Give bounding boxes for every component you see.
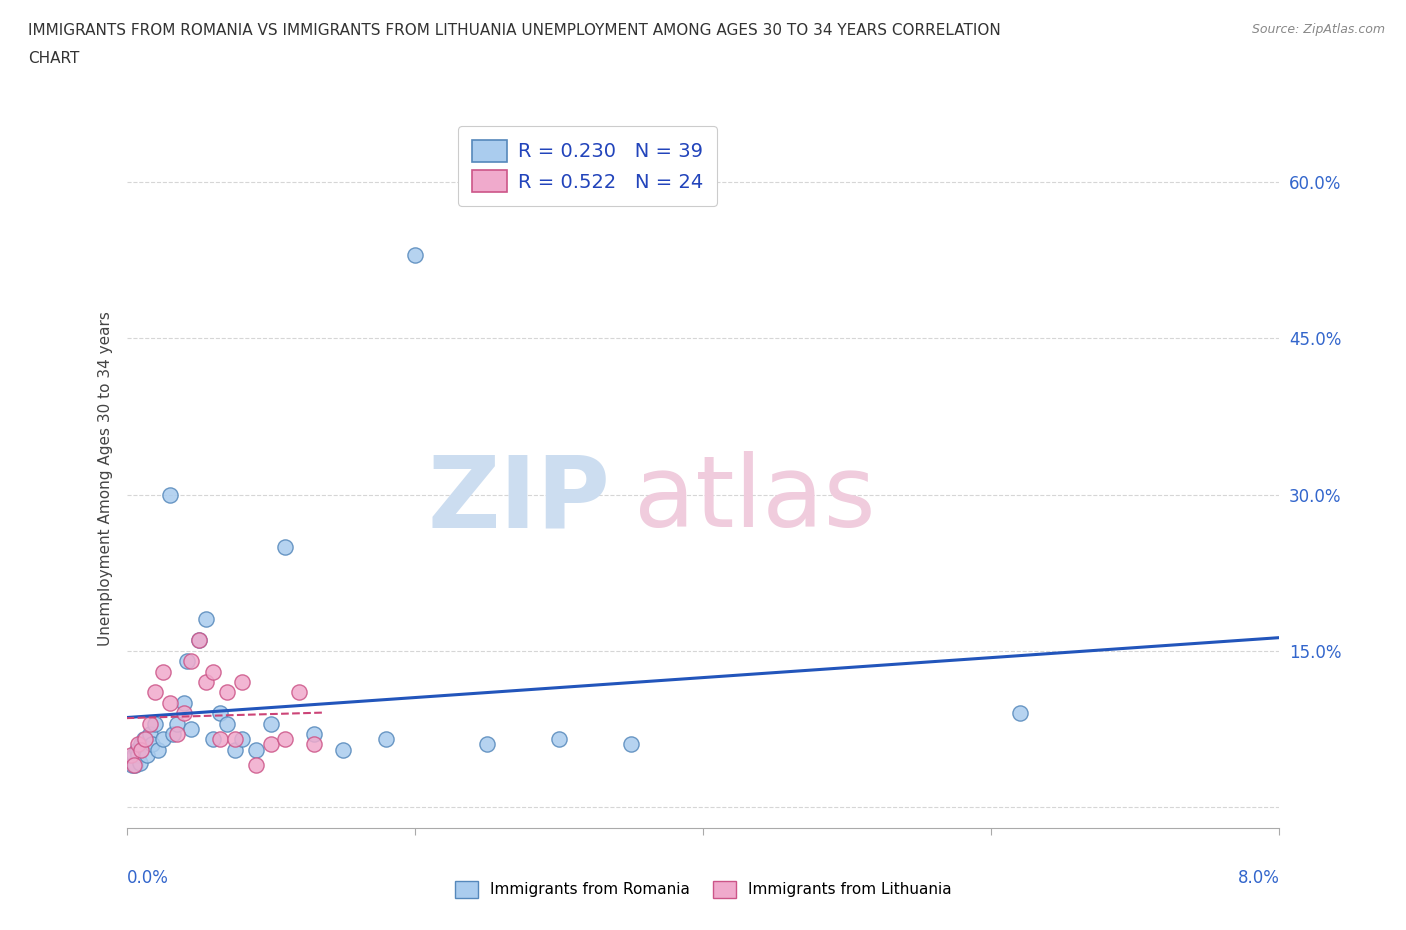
- Point: [231, 732, 253, 747]
- Text: 0.0%: 0.0%: [127, 870, 169, 887]
- Point: [173, 696, 195, 711]
- Point: [129, 737, 152, 751]
- Point: [176, 654, 198, 669]
- Point: [209, 732, 232, 747]
- Text: ZIP: ZIP: [427, 451, 610, 549]
- Text: atlas: atlas: [634, 451, 876, 549]
- Point: [180, 654, 202, 669]
- Point: [125, 742, 148, 757]
- Point: [187, 633, 209, 648]
- Point: [134, 732, 156, 747]
- Point: [231, 674, 253, 689]
- Point: [162, 726, 184, 741]
- Point: [152, 732, 174, 747]
- Point: [217, 684, 239, 699]
- Point: [159, 487, 181, 502]
- Point: [224, 742, 246, 757]
- Point: [374, 732, 398, 747]
- Text: Source: ZipAtlas.com: Source: ZipAtlas.com: [1251, 23, 1385, 36]
- Point: [332, 742, 354, 757]
- Point: [404, 247, 426, 262]
- Text: 8.0%: 8.0%: [1237, 870, 1279, 887]
- Point: [127, 737, 149, 751]
- Point: [138, 716, 160, 731]
- Point: [129, 742, 152, 757]
- Point: [259, 737, 281, 751]
- Point: [135, 748, 157, 763]
- Point: [245, 758, 267, 773]
- Point: [187, 633, 209, 648]
- Point: [127, 748, 149, 763]
- Point: [209, 706, 232, 721]
- Point: [141, 737, 163, 751]
- Point: [274, 732, 297, 747]
- Point: [120, 748, 142, 763]
- Point: [145, 684, 166, 699]
- Point: [166, 726, 188, 741]
- Point: [548, 732, 571, 747]
- Point: [145, 716, 166, 731]
- Point: [159, 696, 181, 711]
- Point: [173, 706, 195, 721]
- Y-axis label: Unemployment Among Ages 30 to 34 years: Unemployment Among Ages 30 to 34 years: [97, 312, 112, 646]
- Point: [475, 737, 498, 751]
- Point: [138, 726, 160, 741]
- Point: [245, 742, 267, 757]
- Point: [128, 756, 150, 771]
- Point: [217, 716, 239, 731]
- Point: [121, 758, 143, 773]
- Point: [288, 684, 311, 699]
- Point: [1010, 706, 1032, 721]
- Point: [194, 612, 217, 627]
- Text: IMMIGRANTS FROM ROMANIA VS IMMIGRANTS FROM LITHUANIA UNEMPLOYMENT AMONG AGES 30 : IMMIGRANTS FROM ROMANIA VS IMMIGRANTS FR…: [28, 23, 1001, 38]
- Legend: R = 0.230   N = 39, R = 0.522   N = 24: R = 0.230 N = 39, R = 0.522 N = 24: [458, 126, 717, 206]
- Point: [224, 732, 246, 747]
- Point: [202, 732, 225, 747]
- Legend: Immigrants from Romania, Immigrants from Lithuania: Immigrants from Romania, Immigrants from…: [449, 875, 957, 904]
- Point: [152, 664, 174, 679]
- Point: [302, 737, 325, 751]
- Point: [124, 758, 146, 773]
- Point: [122, 748, 145, 763]
- Point: [259, 716, 281, 731]
- Point: [120, 752, 142, 767]
- Point: [132, 732, 155, 747]
- Point: [122, 758, 145, 773]
- Point: [166, 716, 188, 731]
- Point: [148, 742, 170, 757]
- Point: [620, 737, 643, 751]
- Text: CHART: CHART: [28, 51, 80, 66]
- Point: [302, 726, 325, 741]
- Point: [202, 664, 225, 679]
- Point: [180, 722, 202, 737]
- Point: [194, 674, 217, 689]
- Point: [274, 539, 297, 554]
